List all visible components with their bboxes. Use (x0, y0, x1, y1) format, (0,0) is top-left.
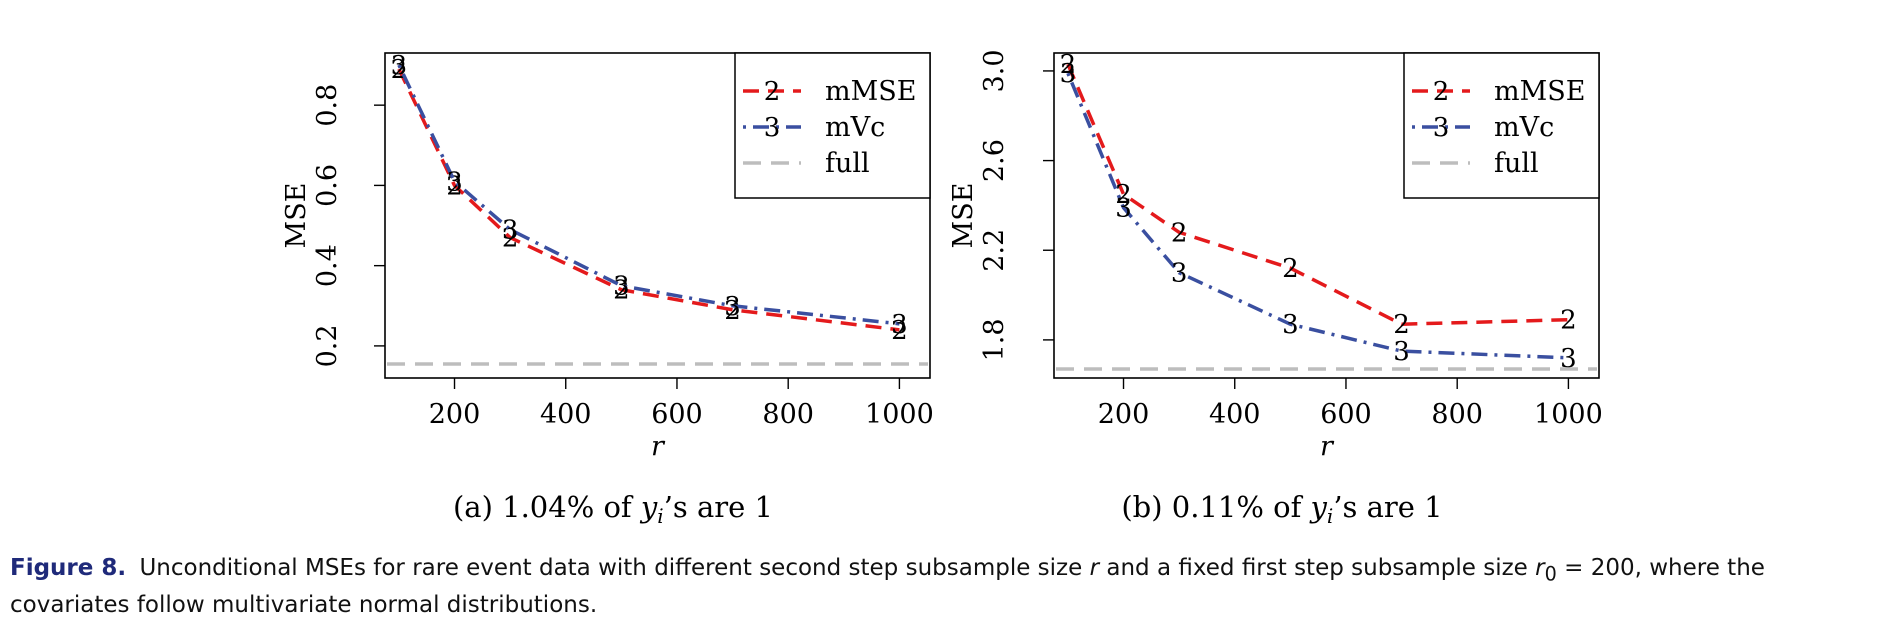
series-line-mVc (397, 64, 900, 326)
y-tick-label: 0.8 (312, 84, 343, 127)
x-tick-label: 800 (1431, 399, 1483, 430)
x-tick-label: 600 (651, 399, 703, 430)
caption-r0-symbol: r (1535, 555, 1545, 581)
data-point-mMSE: 2 (724, 296, 741, 326)
panel-label-subscript: i (657, 504, 663, 528)
panel-label-subscript: i (1327, 504, 1333, 528)
y-tick-label: 3.0 (979, 49, 1010, 92)
x-tick-label: 200 (1098, 399, 1150, 430)
x-tick-label: 600 (1320, 399, 1372, 430)
x-tick-label: 400 (540, 399, 592, 430)
data-point-mMSE: 2 (446, 171, 463, 201)
legend-label-mVc: mVc (1494, 112, 1554, 143)
legend-label-full: full (825, 148, 870, 179)
y-tick-label: 1.8 (979, 318, 1010, 361)
panel-label-rest: ’s are 1 (1333, 490, 1442, 524)
y-tick-label: 0.4 (312, 244, 343, 287)
data-point-mVc: 3 (1282, 310, 1299, 340)
panel-label-y-symbol: y (639, 490, 658, 524)
legend-label-mMSE: mMSE (825, 76, 916, 107)
y-tick-label: 2.2 (979, 229, 1010, 272)
plot-frame (1053, 52, 1600, 379)
data-point-mVc: 3 (891, 310, 908, 340)
data-point-mMSE: 2 (891, 316, 908, 346)
data-point-mMSE: 2 (1115, 180, 1132, 210)
data-point-mMSE: 2 (1171, 218, 1188, 248)
plot-frame (384, 52, 931, 379)
x-tick-label: 400 (1209, 399, 1261, 430)
legend-marker-mMSE: 2 (1433, 77, 1450, 107)
data-point-mVc: 3 (1115, 194, 1132, 224)
panel-label-text: (a) 1.04% of (453, 490, 641, 524)
data-point-mVc: 3 (1393, 337, 1410, 367)
data-point-mMSE: 2 (1393, 310, 1410, 340)
series-line-mMSE (1066, 63, 1569, 326)
data-point-mVc: 3 (391, 51, 408, 81)
data-point-mMSE: 2 (1282, 254, 1299, 284)
caption-text-2: and a fixed first step subsample size (1106, 555, 1528, 581)
legend-label-full: full (1494, 148, 1539, 179)
x-tick-label: 200 (429, 399, 481, 430)
legend-label-mVc: mVc (825, 112, 885, 143)
caption-lead: Figure 8. (10, 555, 127, 581)
data-point-mVc: 3 (1560, 344, 1577, 374)
legend-marker-mVc: 3 (1433, 113, 1450, 143)
x-tick-label: 1000 (865, 399, 934, 430)
caption-text-3: = 200, where the covariates follow multi… (10, 555, 1765, 618)
data-point-mMSE: 2 (1060, 50, 1077, 80)
x-tick-label: 800 (762, 399, 814, 430)
y-axis-label: MSE (948, 183, 979, 249)
y-tick-label: 2.6 (979, 139, 1010, 182)
caption-r0-subscript: 0 (1544, 562, 1557, 586)
data-point-mVc: 3 (502, 216, 519, 246)
caption-text-1: Unconditional MSEs for rare event data w… (139, 555, 1083, 581)
series-line-mVc (1066, 72, 1569, 360)
panel-label-rest: ’s are 1 (664, 490, 773, 524)
figure-caption: Figure 8. Unconditional MSEs for rare ev… (10, 553, 1890, 621)
data-point-mVc: 3 (446, 167, 463, 197)
legend-marker-mMSE: 2 (764, 77, 781, 107)
data-point-mMSE: 2 (502, 224, 519, 254)
data-point-mVc: 3 (724, 292, 741, 322)
data-point-mVc: 3 (1171, 259, 1188, 289)
data-point-mVc: 3 (1060, 59, 1077, 89)
data-point-mMSE: 2 (1560, 306, 1577, 336)
x-axis-label: r (651, 431, 666, 462)
x-axis-label: r (1320, 431, 1335, 462)
x-tick-label: 1000 (1534, 399, 1603, 430)
y-axis-label: MSE (281, 183, 312, 249)
panel-label: (a) 1.04% of yi’s are 1 (453, 490, 773, 528)
y-tick-label: 0.2 (312, 324, 343, 367)
caption-r-symbol: r (1089, 555, 1100, 581)
legend-label-mMSE: mMSE (1494, 76, 1585, 107)
panel-label-y-symbol: y (1309, 490, 1328, 524)
panel-label: (b) 0.11% of yi’s are 1 (1121, 490, 1442, 528)
y-tick-label: 0.6 (312, 164, 343, 207)
panel-label-text: (b) 0.11% of (1121, 490, 1310, 524)
panel-a: 200 400 600 800 10000.20.40.60.8rMSE22222233… (281, 51, 934, 528)
legend-marker-mVc: 3 (764, 113, 781, 143)
data-point-mVc: 3 (613, 272, 630, 302)
